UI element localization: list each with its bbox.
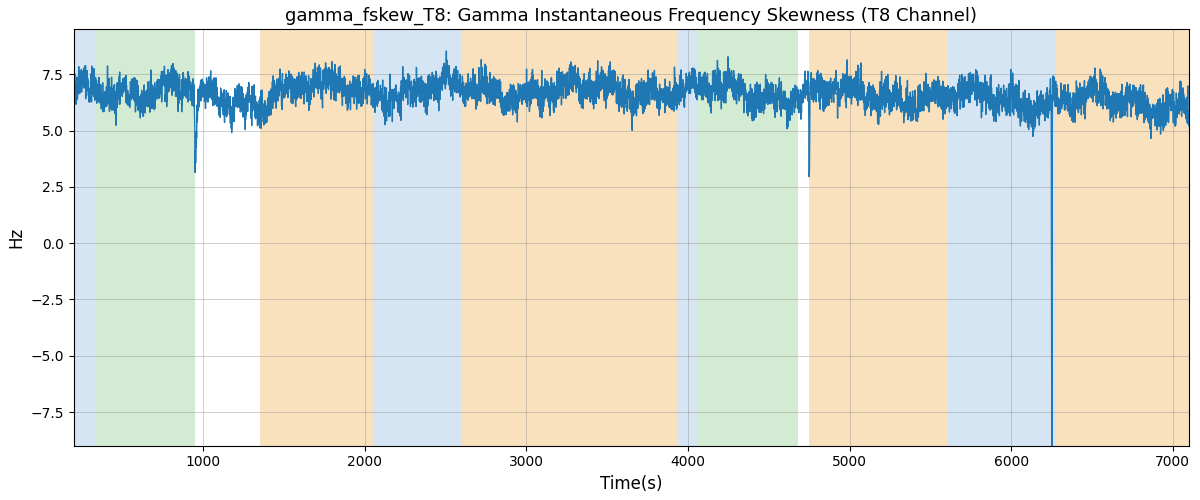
Bar <box>809 30 947 446</box>
Bar <box>947 30 1056 446</box>
Y-axis label: Hz: Hz <box>7 227 25 248</box>
Bar <box>462 30 678 446</box>
Bar <box>259 30 373 446</box>
Title: gamma_fskew_T8: Gamma Instantaneous Frequency Skewness (T8 Channel): gamma_fskew_T8: Gamma Instantaneous Freq… <box>286 7 977 25</box>
Bar <box>95 30 194 446</box>
Bar <box>73 30 95 446</box>
X-axis label: Time(s): Time(s) <box>600 475 662 493</box>
Bar <box>1056 30 1189 446</box>
Bar <box>678 30 697 446</box>
Bar <box>373 30 462 446</box>
Bar <box>697 30 798 446</box>
